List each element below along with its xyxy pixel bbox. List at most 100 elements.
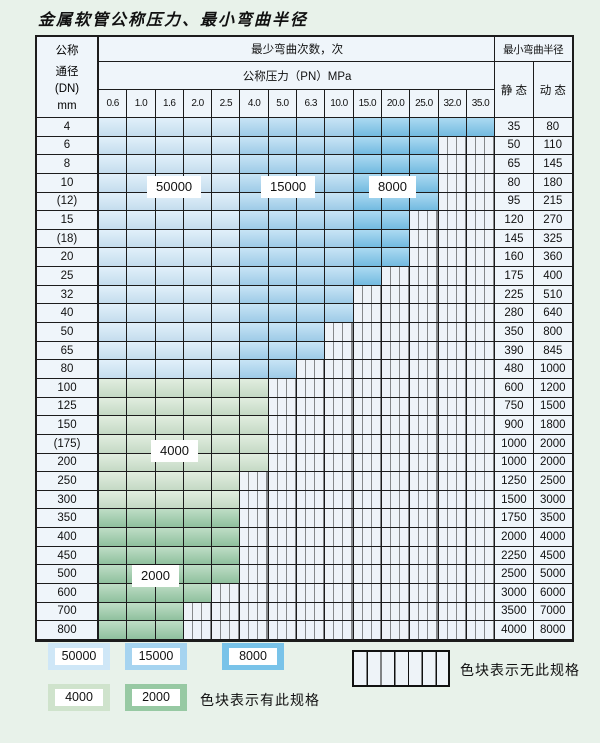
dn-value: 125 [37,397,99,417]
legend-swatch-8000: 8000 [222,643,284,670]
spec-cell [127,136,156,156]
spec-cell [212,211,241,230]
dn-value: 350 [37,509,99,529]
static-radius-value: 390 [495,341,534,361]
header-pressure-title: 公称压力（PN）MPa [99,62,496,90]
nospec-cell [297,416,326,435]
spec-cell [127,416,156,435]
spec-cell [410,173,439,193]
spec-cell [127,546,156,566]
nospec-cell [438,229,467,249]
nospec-cell [438,472,467,491]
spec-cell [183,565,213,585]
dynamic-radius-value: 1200 [533,379,572,398]
header-pressure-value: 10.0 [325,90,354,118]
nospec-cell [353,378,382,398]
spec-cell [155,211,184,230]
spec-cell [410,192,439,212]
nospec-cell [268,528,298,547]
header-dn-line: 通径 [55,65,79,78]
nospec-cell [410,509,439,529]
dynamic-radius-value: 325 [533,230,572,249]
spec-cell [325,192,354,212]
nospec-cell [438,248,467,268]
nospec-cell [381,621,411,640]
spec-cell [183,323,213,342]
nospec-cell [353,509,382,529]
nospec-cell [438,173,467,193]
dynamic-radius-value: 3000 [533,491,572,510]
nospec-cell [353,397,382,417]
spec-cell [212,304,241,324]
header-dn: 公称 通径 (DN) mm [37,37,99,118]
nospec-cell [297,621,326,640]
dn-value: (12) [37,192,99,212]
spec-cell [268,285,298,305]
static-radius-value: 750 [495,397,534,417]
table-row: 6 50 110 [37,136,572,156]
spec-cell [127,434,156,454]
nospec-cell [325,602,354,622]
nospec-cell [183,602,213,622]
static-radius-value: 160 [495,248,534,268]
nospec-cell [353,416,382,435]
nospec-cell [240,509,269,529]
spec-cell [268,229,298,249]
spec-cell [155,509,184,529]
nospec-cell [353,490,382,510]
spec-cell [212,565,241,585]
nospec-cell [297,434,326,454]
nospec-cell [240,602,269,622]
table-row: 350 1750 3500 [37,509,572,529]
static-radius-value: 1750 [495,509,534,529]
legend-swatch-2000: 2000 [125,684,187,711]
nospec-cell [410,248,439,268]
spec-cell [183,267,213,286]
spec-cell [127,453,156,473]
dynamic-radius-value: 80 [533,118,572,137]
dn-value: 800 [37,621,99,640]
spec-cell [155,360,184,379]
nospec-cell [438,602,467,622]
nospec-cell [438,267,467,286]
static-radius-value: 145 [495,229,534,249]
spec-cell [155,136,184,156]
nospec-cell [297,565,326,585]
nospec-cell [438,211,467,230]
spec-cell [212,192,241,212]
nospec-cell [353,565,382,585]
nospec-cell [212,602,241,622]
nospec-cell [268,472,298,491]
nospec-cell [438,285,467,305]
spec-cell [99,173,128,193]
table-row: 50 350 800 [37,323,572,342]
spec-cell [183,136,213,156]
spec-cell [99,397,128,417]
header-pressure-value: 35.0 [466,90,496,118]
table-row: (175) 1000 2000 [37,434,572,454]
table-row: 250 1250 2500 [37,472,572,491]
nospec-cell [410,416,439,435]
header-cycles-title: 最少弯曲次数，次 [99,37,496,62]
nospec-cell [466,155,496,174]
nospec-cell [353,584,382,603]
spec-cell [325,285,354,305]
spec-cell [127,472,156,491]
spec-cell [155,546,184,566]
nospec-cell [466,192,496,212]
spec-cell [183,490,213,510]
spec-cell [325,304,354,324]
spec-cell [127,360,156,379]
dn-value: 40 [37,304,99,324]
legend-swatch-label: 2000 [132,689,180,706]
spec-cell [212,490,241,510]
table-row: 200 1000 2000 [37,453,572,473]
spec-cell [99,584,128,603]
nospec-cell [240,621,269,640]
spec-cell [438,118,467,137]
header-static-dynamic: 静 态 动 态 [495,62,572,118]
nospec-cell [353,341,382,361]
legend-present-caption: 色块表示有此规格 [200,692,320,708]
spec-cell [183,528,213,547]
